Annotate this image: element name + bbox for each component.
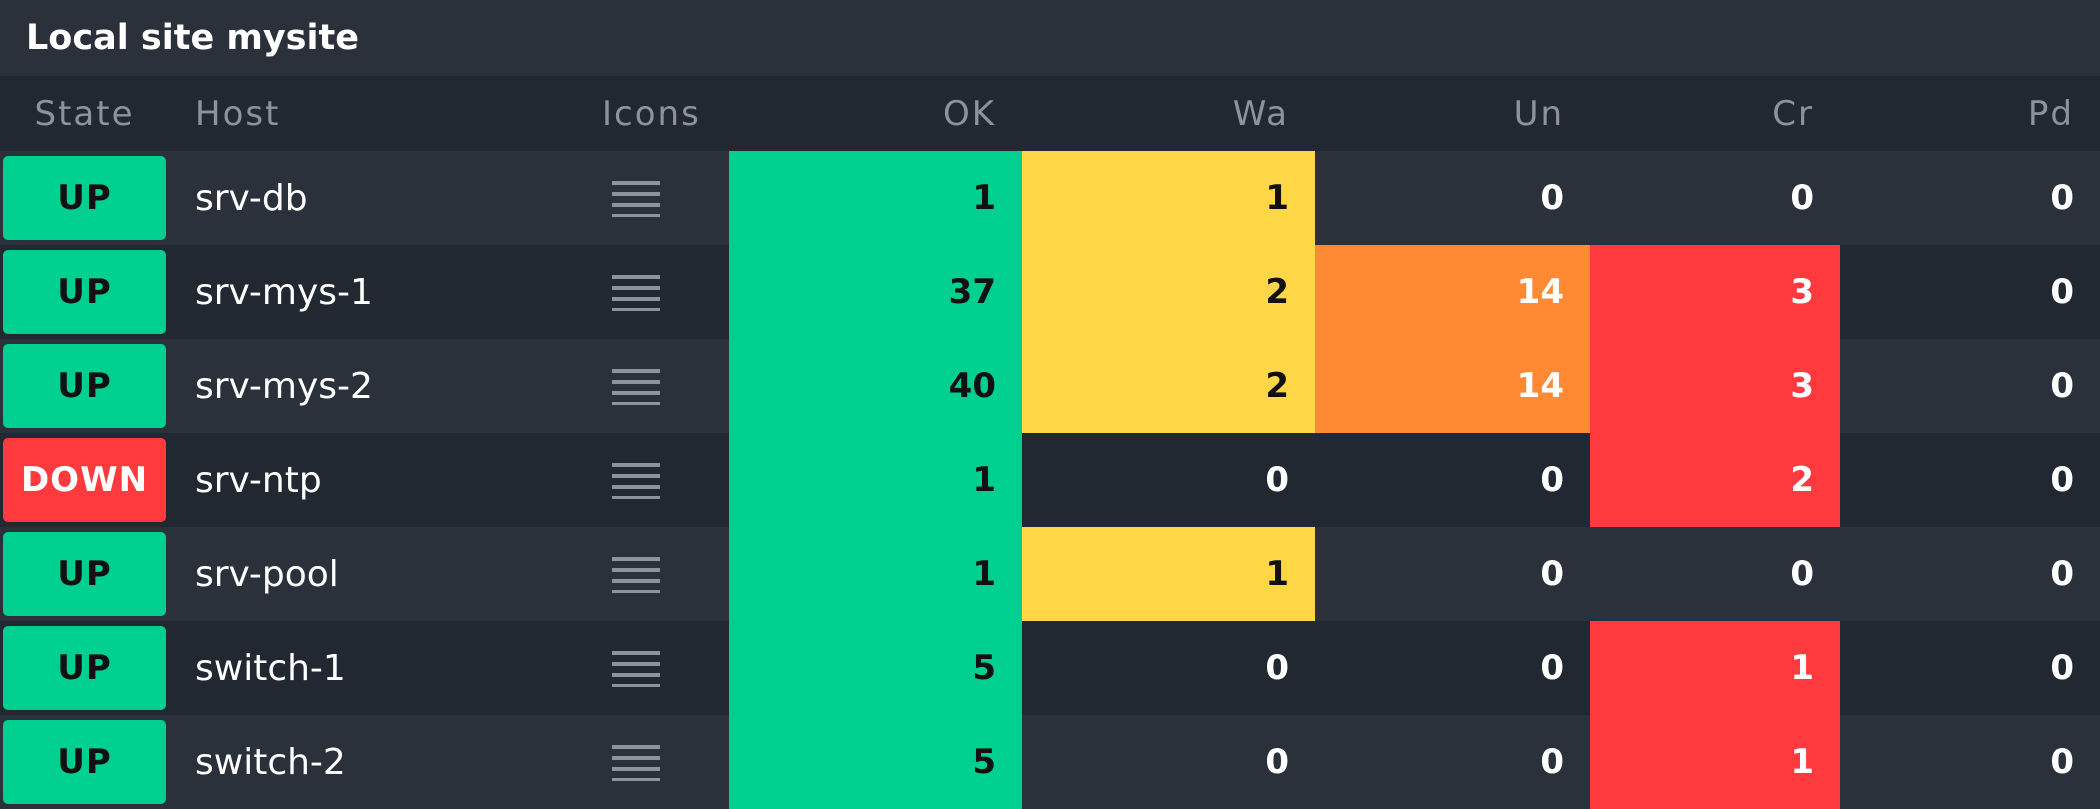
count-pending[interactable]: 0 xyxy=(2050,366,2074,406)
host-name-link[interactable]: srv-mys-2 xyxy=(195,365,373,407)
count-warn[interactable]: 0 xyxy=(1265,460,1289,500)
host-state-badge: UP xyxy=(3,532,166,616)
menu-icon[interactable] xyxy=(612,179,729,217)
state-cell: DOWN xyxy=(0,433,169,527)
host-state-badge: UP xyxy=(3,156,166,240)
host-name-link[interactable]: srv-pool xyxy=(195,553,339,595)
menu-icon[interactable] xyxy=(612,649,729,687)
count-unknown[interactable]: 14 xyxy=(1315,245,1590,339)
table-row: UP switch-2 5 0 0 1 0 xyxy=(0,715,2100,809)
state-cell: UP xyxy=(0,245,169,339)
count-pending[interactable]: 0 xyxy=(2050,742,2074,782)
menu-icon[interactable] xyxy=(612,273,729,311)
table-row: UP switch-1 5 0 0 1 0 xyxy=(0,621,2100,715)
col-header-pending[interactable]: Pd xyxy=(2027,93,2074,134)
host-name-link[interactable]: switch-1 xyxy=(195,647,346,689)
table-row: UP srv-mys-1 37 2 14 3 0 xyxy=(0,245,2100,339)
count-ok[interactable]: 37 xyxy=(729,245,1022,339)
state-cell: UP xyxy=(0,715,169,809)
host-name-link[interactable]: srv-ntp xyxy=(195,459,322,501)
count-warn[interactable]: 2 xyxy=(1022,339,1315,433)
count-unknown[interactable]: 0 xyxy=(1540,554,1564,594)
icons-cell xyxy=(572,339,729,433)
host-state-badge: UP xyxy=(3,626,166,710)
table-body: UP srv-db 1 1 0 0 0 UP srv-mys-1 37 2 14 3 0 UP srv-mys… xyxy=(0,151,2100,809)
host-state-badge: DOWN xyxy=(3,438,166,522)
table-row: UP srv-mys-2 40 2 14 3 0 xyxy=(0,339,2100,433)
count-unknown[interactable]: 0 xyxy=(1540,178,1564,218)
count-warn[interactable]: 1 xyxy=(1022,527,1315,621)
count-crit[interactable]: 3 xyxy=(1590,339,1840,433)
count-ok[interactable]: 40 xyxy=(729,339,1022,433)
menu-icon[interactable] xyxy=(612,743,729,781)
count-pending[interactable]: 0 xyxy=(2050,272,2074,312)
count-warn[interactable]: 0 xyxy=(1265,648,1289,688)
count-crit[interactable]: 1 xyxy=(1590,621,1840,715)
count-ok[interactable]: 1 xyxy=(729,527,1022,621)
host-state-badge: UP xyxy=(3,250,166,334)
count-unknown[interactable]: 14 xyxy=(1315,339,1590,433)
host-state-badge: UP xyxy=(3,720,166,804)
table-row: UP srv-db 1 1 0 0 0 xyxy=(0,151,2100,245)
count-unknown[interactable]: 0 xyxy=(1540,742,1564,782)
count-crit[interactable]: 0 xyxy=(1790,554,1814,594)
icons-cell xyxy=(572,527,729,621)
col-header-crit[interactable]: Cr xyxy=(1772,93,1814,134)
count-ok[interactable]: 1 xyxy=(729,151,1022,245)
count-crit[interactable]: 3 xyxy=(1590,245,1840,339)
col-header-host[interactable]: Host xyxy=(195,93,281,134)
menu-icon[interactable] xyxy=(612,367,729,405)
icons-cell xyxy=(572,715,729,809)
table-row: DOWN srv-ntp 1 0 0 2 0 xyxy=(0,433,2100,527)
state-cell: UP xyxy=(0,151,169,245)
state-cell: UP xyxy=(0,621,169,715)
count-pending[interactable]: 0 xyxy=(2050,460,2074,500)
count-crit[interactable]: 0 xyxy=(1790,178,1814,218)
icons-cell xyxy=(572,621,729,715)
icons-cell xyxy=(572,433,729,527)
count-warn[interactable]: 0 xyxy=(1265,742,1289,782)
host-name-link[interactable]: srv-mys-1 xyxy=(195,271,373,313)
count-warn[interactable]: 2 xyxy=(1022,245,1315,339)
col-header-state[interactable]: State xyxy=(34,93,135,134)
col-header-warn[interactable]: Wa xyxy=(1232,93,1289,134)
site-title[interactable]: Local site mysite xyxy=(26,18,359,58)
col-header-ok[interactable]: OK xyxy=(942,93,996,134)
table-row: UP srv-pool 1 1 0 0 0 xyxy=(0,527,2100,621)
count-crit[interactable]: 2 xyxy=(1590,433,1840,527)
count-pending[interactable]: 0 xyxy=(2050,178,2074,218)
host-table: State Host Icons OK Wa Un Cr Pd UP srv-db… xyxy=(0,76,2100,809)
count-ok[interactable]: 5 xyxy=(729,715,1022,809)
count-ok[interactable]: 1 xyxy=(729,433,1022,527)
menu-icon[interactable] xyxy=(612,555,729,593)
icons-cell xyxy=(572,151,729,245)
count-warn[interactable]: 1 xyxy=(1022,151,1315,245)
site-header: Local site mysite xyxy=(0,0,2100,76)
host-name-link[interactable]: switch-2 xyxy=(195,741,346,783)
table-header-row: State Host Icons OK Wa Un Cr Pd xyxy=(0,76,2100,151)
icons-cell xyxy=(572,245,729,339)
count-ok[interactable]: 5 xyxy=(729,621,1022,715)
col-header-unknown[interactable]: Un xyxy=(1513,93,1564,134)
state-cell: UP xyxy=(0,339,169,433)
menu-icon[interactable] xyxy=(612,461,729,499)
count-pending[interactable]: 0 xyxy=(2050,648,2074,688)
host-name-link[interactable]: srv-db xyxy=(195,177,308,219)
col-header-icons: Icons xyxy=(602,93,701,134)
count-crit[interactable]: 1 xyxy=(1590,715,1840,809)
host-state-badge: UP xyxy=(3,344,166,428)
count-unknown[interactable]: 0 xyxy=(1540,460,1564,500)
count-unknown[interactable]: 0 xyxy=(1540,648,1564,688)
count-pending[interactable]: 0 xyxy=(2050,554,2074,594)
state-cell: UP xyxy=(0,527,169,621)
